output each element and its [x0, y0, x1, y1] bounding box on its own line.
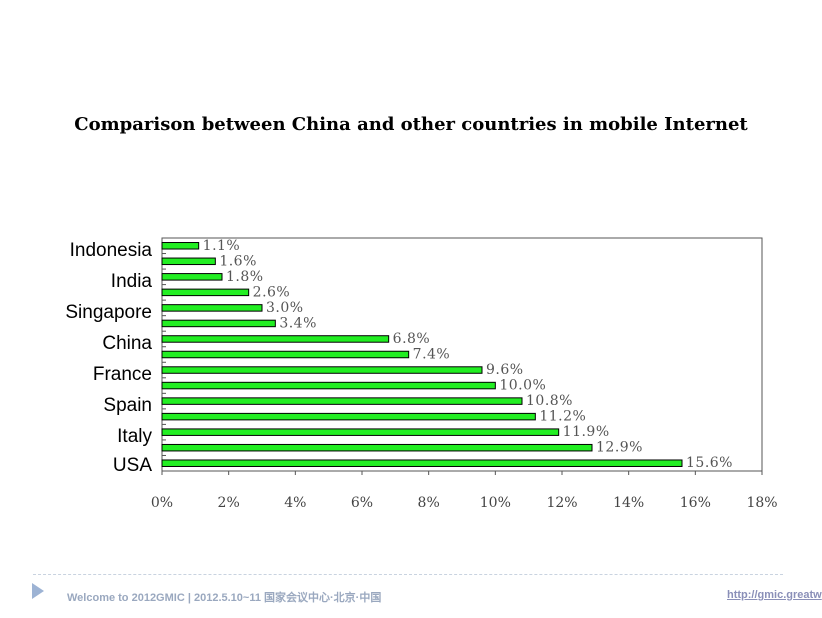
bar-value-label: 9.6%: [486, 362, 524, 378]
chart-title: Comparison between China and other count…: [74, 114, 748, 135]
bar-value-label: 7.4%: [413, 347, 451, 363]
bar-value-label: 3.4%: [279, 315, 317, 331]
bar: [161, 319, 276, 328]
bar: [161, 273, 223, 281]
bar: [161, 257, 216, 266]
x-tick-label: 2%: [218, 495, 240, 511]
bar-value-label: 11.9%: [563, 424, 610, 440]
bar-value-label: 6.8%: [393, 331, 431, 347]
bar: [161, 397, 523, 405]
bar: [161, 428, 560, 436]
bar-value-label: 11.2%: [539, 409, 586, 425]
bar: [161, 304, 263, 312]
country-label-singapore: Singapore: [65, 302, 152, 323]
bar: [161, 459, 683, 467]
bar-value-label: 3.0%: [266, 300, 304, 316]
bar: [161, 335, 390, 343]
country-label-france: France: [92, 364, 152, 385]
country-label-indonesia: Indonesia: [69, 240, 152, 261]
bar-chart: 1.1%1.6%1.8%2.6%3.0%3.4% 6.8%7.4% 9.6%10.0…: [151, 237, 778, 511]
bar-value-label: 15.6%: [686, 455, 733, 471]
x-tick-label: 6%: [351, 495, 373, 511]
country-label-spain: Spain: [103, 395, 152, 416]
x-tick-label: 10%: [480, 495, 511, 511]
bar-value-label: 10.0%: [499, 378, 546, 394]
bar-value-label: 2.6%: [253, 284, 291, 300]
bar: [161, 381, 496, 390]
country-label-india: India: [110, 271, 152, 292]
country-label-usa: USA: [112, 455, 152, 476]
bar: [161, 443, 593, 452]
footer-text: Welcome to 2012GMIC | 2012.5.10~11 国家会议中…: [67, 592, 382, 604]
bar-value-label: 1.6%: [219, 253, 257, 269]
bar-value-label: 1.1%: [203, 238, 241, 254]
country-label-china: China: [102, 333, 152, 354]
bar-value-label: 10.8%: [526, 393, 573, 409]
x-tick-label: 12%: [546, 495, 577, 511]
bar: [161, 350, 410, 359]
country-label-italy: Italy: [117, 426, 152, 447]
x-tick-label: 0%: [151, 495, 173, 511]
bar-value-label: 12.9%: [596, 440, 643, 456]
x-tick-label: 14%: [613, 495, 644, 511]
x-tick-label: 16%: [680, 495, 711, 511]
footer-divider: [33, 574, 783, 575]
bar: [161, 366, 483, 374]
bar: [161, 242, 200, 250]
bar: [161, 288, 250, 297]
x-tick-label: 18%: [746, 495, 777, 511]
x-tick-label: 4%: [284, 495, 306, 511]
footer-link[interactable]: http://gmic.greatw: [727, 589, 822, 601]
x-tick-label: 8%: [418, 495, 440, 511]
bar: [161, 412, 536, 421]
bar-value-label: 1.8%: [226, 269, 264, 285]
arrow-right-icon: [32, 583, 44, 599]
